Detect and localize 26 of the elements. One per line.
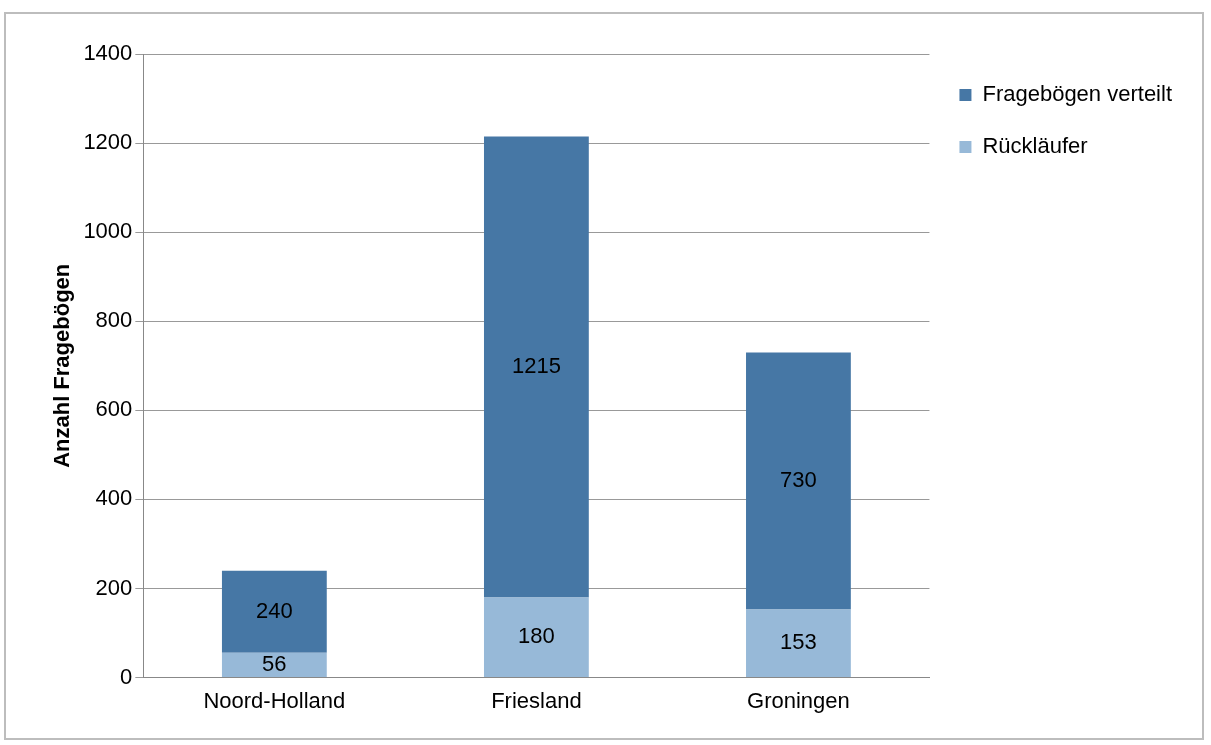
bar	[483, 136, 589, 598]
y-tick-label: 200	[95, 574, 133, 600]
y-tick-label: 0	[120, 663, 133, 689]
bar	[221, 570, 327, 653]
total-label: 1215	[511, 352, 561, 378]
y-tick-label: 1000	[83, 218, 133, 244]
y-tick-label: 800	[95, 307, 133, 333]
bar	[746, 352, 851, 610]
bar	[221, 652, 327, 678]
y-tick-label: 600	[95, 396, 133, 422]
x-tick-label: Noord-Holland	[203, 687, 346, 713]
data-label: 56	[262, 650, 287, 676]
data-label: 180	[518, 623, 555, 649]
x-tick-label: Friesland	[491, 687, 582, 713]
total-label: 730	[780, 467, 817, 493]
y-tick-label: 400	[95, 485, 133, 511]
legend-label: Fragebögen verteilt	[982, 81, 1173, 107]
data-label: 153	[780, 629, 817, 655]
bar	[483, 597, 589, 678]
x-tick-label: Groningen	[747, 687, 850, 713]
bar	[746, 609, 851, 678]
y-tick-label: 1400	[83, 40, 133, 66]
total-label: 240	[256, 597, 293, 623]
y-tick-label: 1200	[83, 129, 133, 155]
legend-label: Rückläufer	[982, 133, 1088, 159]
y-axis-title: Anzahl Fragebögen	[49, 263, 75, 468]
